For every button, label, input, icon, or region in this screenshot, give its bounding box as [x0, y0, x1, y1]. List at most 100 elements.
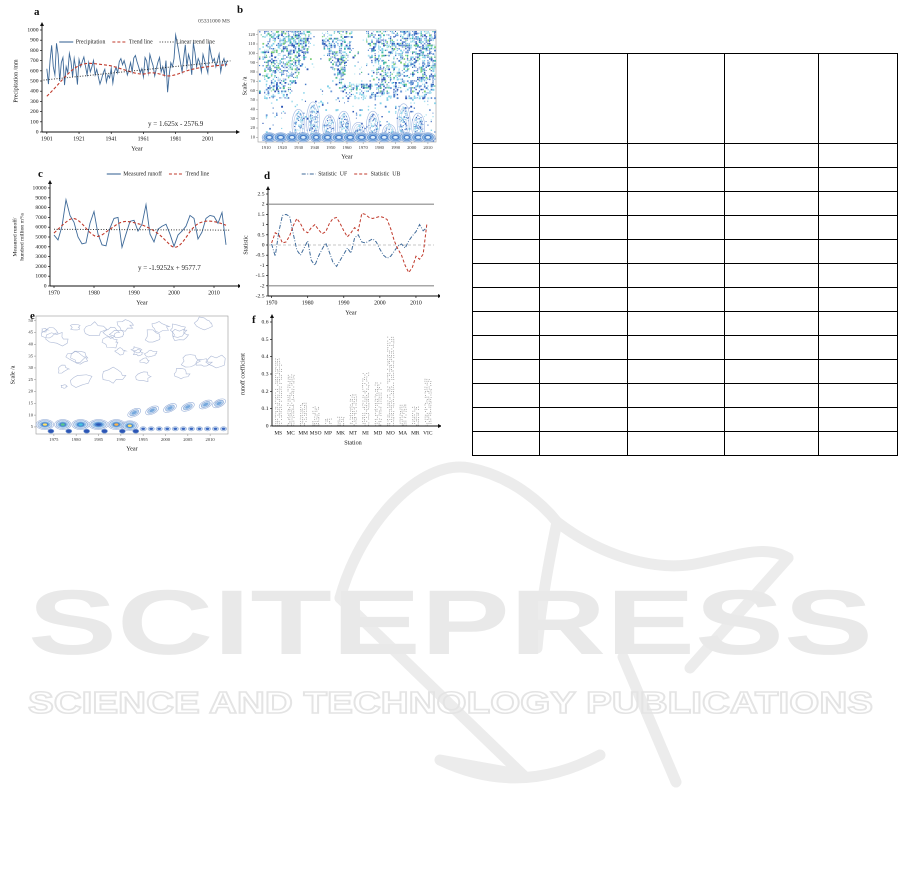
table-cell: [818, 311, 898, 336]
table-cell: [818, 191, 898, 216]
table-cell: [818, 263, 898, 288]
figure-panel-b: [238, 0, 440, 168]
table-cell: [724, 335, 819, 360]
table-row: [472, 311, 898, 336]
table-cell: [472, 431, 540, 456]
table-cell: [818, 431, 898, 456]
table-cell: [724, 287, 819, 312]
table-row: [472, 143, 898, 168]
table-cell: [724, 311, 819, 336]
panel-letter-b: b: [237, 4, 244, 16]
table-cell: [472, 311, 540, 336]
table-cell: [539, 335, 628, 360]
chart-a-precipitation-trend: [8, 2, 240, 166]
publisher-watermark: SCITEPRESS SCIENCE AND TECHNOLOGY PUBLIC…: [27, 461, 874, 788]
table-cell: [627, 431, 725, 456]
table-row: [472, 359, 898, 384]
watermark-subtitle-text: SCIENCE AND TECHNOLOGY PUBLICATIONS: [28, 685, 873, 720]
panel-letter-e: e: [30, 310, 35, 322]
table-cell: [724, 407, 819, 432]
table-cell: [472, 287, 540, 312]
table-row: [472, 335, 898, 360]
table-row: [472, 407, 898, 432]
table-cell: [724, 215, 819, 240]
table-cell: [724, 143, 819, 168]
watermark-logo-text: SCITEPRESS: [28, 572, 873, 674]
table-row: [472, 191, 898, 216]
panel-letter-d: d: [264, 170, 271, 182]
panel-letter-c: c: [38, 168, 43, 180]
table-row: [472, 239, 898, 264]
table-cell: [472, 143, 540, 168]
figure-panel-a: [8, 2, 240, 166]
figure-panel-e: [6, 306, 236, 464]
table-cell: [539, 311, 628, 336]
table-cell: [472, 359, 540, 384]
table-row: [472, 215, 898, 240]
table-cell: [724, 167, 819, 192]
table-cell: [724, 383, 819, 408]
table-cell: [627, 167, 725, 192]
table-cell: [818, 215, 898, 240]
table-cell: [539, 53, 628, 144]
figure-panel-c: [8, 166, 240, 318]
table-row: [472, 263, 898, 288]
table-cell: [818, 239, 898, 264]
results-table: [472, 53, 898, 456]
table-row: [472, 287, 898, 312]
table-cell: [724, 431, 819, 456]
table-cell: [472, 239, 540, 264]
table-cell: [539, 407, 628, 432]
table-cell: [627, 383, 725, 408]
table-cell: [627, 359, 725, 384]
table-cell: [472, 215, 540, 240]
figure-panel-d: [238, 166, 440, 322]
table-cell: [724, 263, 819, 288]
table-cell: [627, 407, 725, 432]
table-cell: [539, 167, 628, 192]
open-book-icon: [334, 461, 794, 788]
chart-b-wavelet-precipitation: [238, 0, 440, 168]
table-cell: [627, 143, 725, 168]
table-cell: [472, 335, 540, 360]
table-cell: [539, 431, 628, 456]
chart-e-wavelet-runoff: [6, 306, 236, 464]
table-cell: [627, 191, 725, 216]
table-cell: [724, 359, 819, 384]
table-cell: [818, 287, 898, 312]
table-row: [472, 383, 898, 408]
figure-panel-f: [234, 306, 441, 460]
table-cell: [472, 53, 540, 144]
table-cell: [539, 359, 628, 384]
table-cell: [627, 335, 725, 360]
table-cell: [472, 263, 540, 288]
chart-f-runoff-coefficient-bars: [234, 306, 441, 460]
table-cell: [472, 191, 540, 216]
table-cell: [818, 167, 898, 192]
table-cell: [818, 359, 898, 384]
table-cell: [539, 287, 628, 312]
table-cell: [724, 239, 819, 264]
chart-c-runoff-trend: [8, 166, 240, 318]
table-cell: [818, 53, 898, 144]
table-cell: [818, 407, 898, 432]
table-cell: [539, 383, 628, 408]
table-cell: [472, 383, 540, 408]
table-row: [472, 167, 898, 192]
table-row: [472, 431, 898, 456]
panel-letter-f: f: [252, 314, 256, 326]
table-cell: [627, 215, 725, 240]
panel-letter-a: a: [34, 6, 40, 18]
table-cell: [724, 191, 819, 216]
table-cell: [627, 263, 725, 288]
table-cell: [818, 143, 898, 168]
table-cell: [627, 239, 725, 264]
table-cell: [724, 53, 819, 144]
table-cell: [818, 335, 898, 360]
table-header-row: [472, 53, 898, 144]
table-cell: [627, 311, 725, 336]
table-cell: [539, 143, 628, 168]
table-cell: [539, 215, 628, 240]
table-cell: [539, 191, 628, 216]
